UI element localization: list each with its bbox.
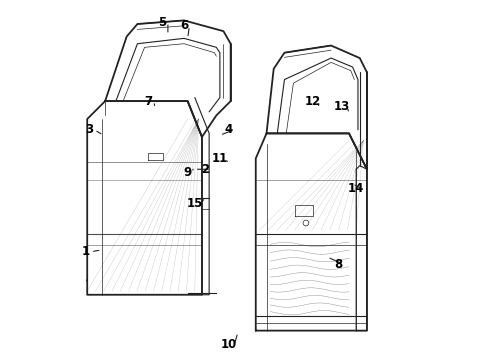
Text: 11: 11 [212,152,228,165]
Text: 13: 13 [334,100,350,113]
Text: 5: 5 [158,16,167,29]
Text: 2: 2 [201,163,210,176]
Text: 9: 9 [183,166,192,179]
Text: 10: 10 [220,338,237,351]
Text: 4: 4 [225,123,233,136]
Text: 8: 8 [334,258,343,271]
Text: 1: 1 [81,245,90,258]
Text: 15: 15 [187,197,203,210]
Text: 3: 3 [85,123,93,136]
Text: 14: 14 [348,183,365,195]
Text: 7: 7 [144,95,152,108]
Text: 6: 6 [180,19,188,32]
Text: 12: 12 [305,95,321,108]
